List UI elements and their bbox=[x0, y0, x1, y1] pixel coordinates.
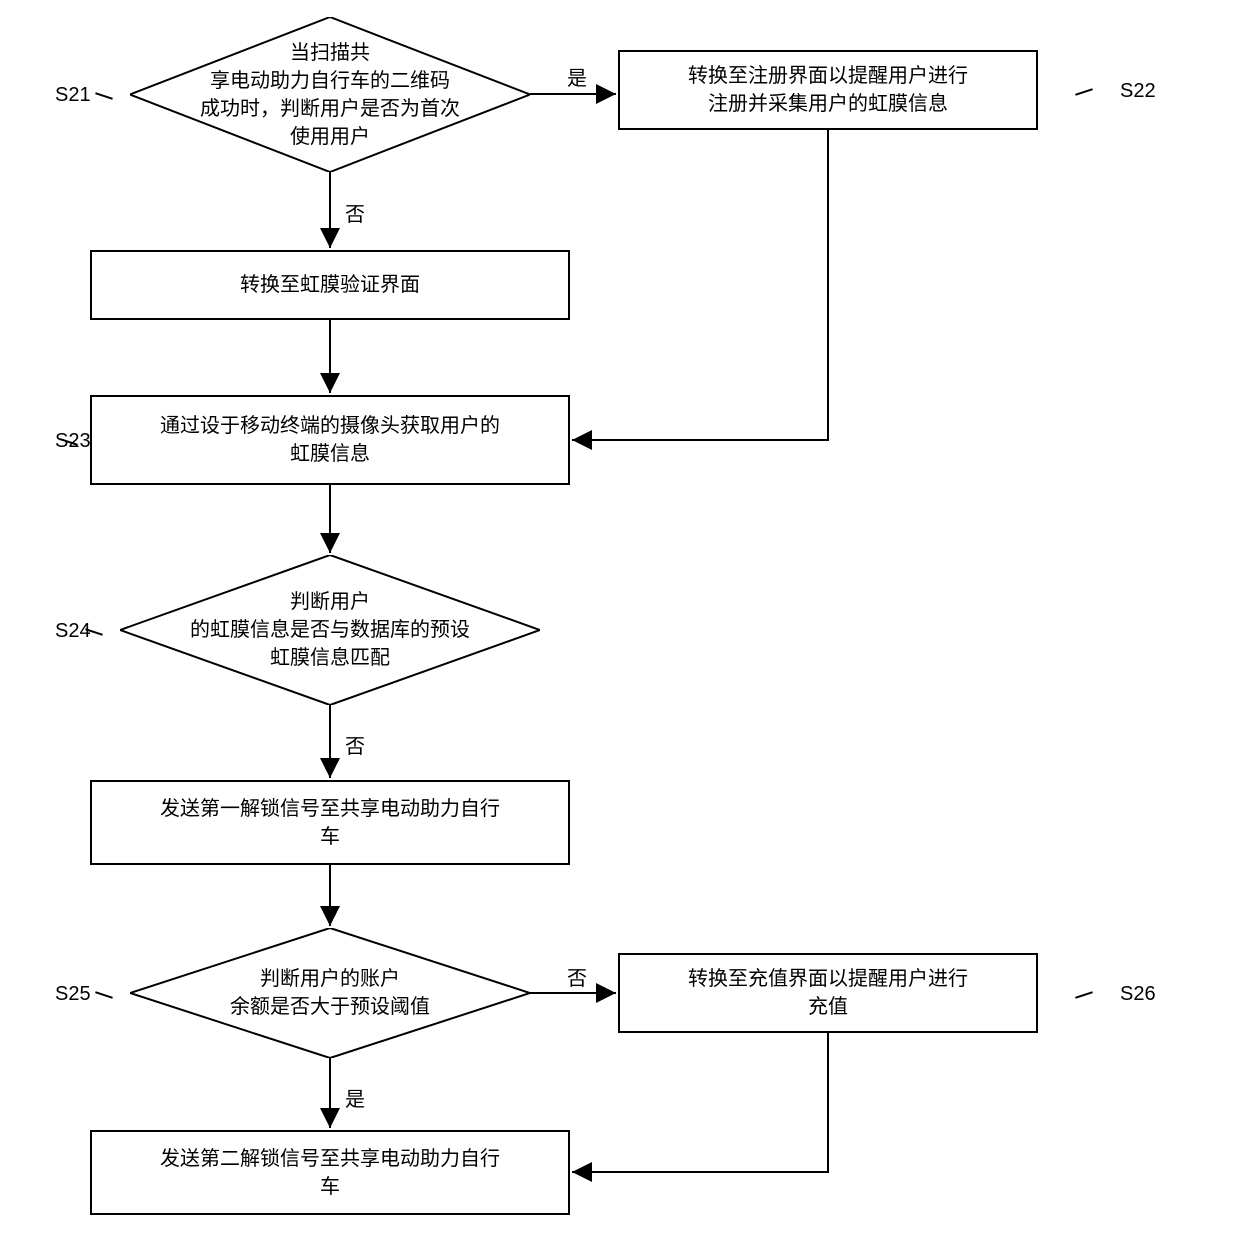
step-label-s26: S26 bbox=[1120, 983, 1156, 1006]
tick-s26 bbox=[1075, 991, 1093, 998]
decision-s25: 判断用户的账户余额是否大于预设阈值 bbox=[130, 928, 530, 1058]
process-s26-text: 转换至充值界面以提醒用户进行充值 bbox=[688, 965, 968, 1021]
decision-s24-text: 判断用户的虹膜信息是否与数据库的预设虹膜信息匹配 bbox=[150, 588, 510, 672]
edge-label-s21-no: 否 bbox=[345, 198, 365, 227]
step-label-s22: S22 bbox=[1120, 80, 1156, 103]
step-label-s24: S24 bbox=[55, 620, 91, 643]
process-unlock2-text: 发送第二解锁信号至共享电动助力自行车 bbox=[160, 1145, 500, 1201]
process-s22: 转换至注册界面以提醒用户进行注册并采集用户的虹膜信息 bbox=[618, 50, 1038, 130]
process-s22-text: 转换至注册界面以提醒用户进行注册并采集用户的虹膜信息 bbox=[688, 62, 968, 118]
process-s23-text: 通过设于移动终端的摄像头获取用户的虹膜信息 bbox=[160, 412, 500, 468]
edge-label-s24-no: 否 bbox=[345, 730, 365, 759]
process-iris-screen: 转换至虹膜验证界面 bbox=[90, 250, 570, 320]
tick-s22 bbox=[1075, 88, 1093, 95]
process-unlock2: 发送第二解锁信号至共享电动助力自行车 bbox=[90, 1130, 570, 1215]
process-iris-screen-text: 转换至虹膜验证界面 bbox=[240, 271, 420, 299]
tick-s21 bbox=[95, 92, 113, 99]
process-s23: 通过设于移动终端的摄像头获取用户的虹膜信息 bbox=[90, 395, 570, 485]
decision-s25-text: 判断用户的账户余额是否大于预设阈值 bbox=[165, 965, 495, 1021]
process-unlock1-text: 发送第一解锁信号至共享电动助力自行车 bbox=[160, 795, 500, 851]
edge-label-s25-no: 否 bbox=[567, 962, 587, 991]
step-label-s21: S21 bbox=[55, 84, 91, 107]
decision-s21-text: 当扫描共享电动助力自行车的二维码成功时，判断用户是否为首次使用用户 bbox=[160, 39, 500, 151]
decision-s21: 当扫描共享电动助力自行车的二维码成功时，判断用户是否为首次使用用户 bbox=[130, 17, 530, 172]
process-s26: 转换至充值界面以提醒用户进行充值 bbox=[618, 953, 1038, 1033]
decision-s24: 判断用户的虹膜信息是否与数据库的预设虹膜信息匹配 bbox=[120, 555, 540, 705]
edge-label-s25-yes: 是 bbox=[345, 1083, 365, 1112]
process-unlock1: 发送第一解锁信号至共享电动助力自行车 bbox=[90, 780, 570, 865]
tick-s25 bbox=[95, 991, 113, 998]
edge-label-s21-yes: 是 bbox=[567, 62, 587, 91]
step-label-s25: S25 bbox=[55, 983, 91, 1006]
